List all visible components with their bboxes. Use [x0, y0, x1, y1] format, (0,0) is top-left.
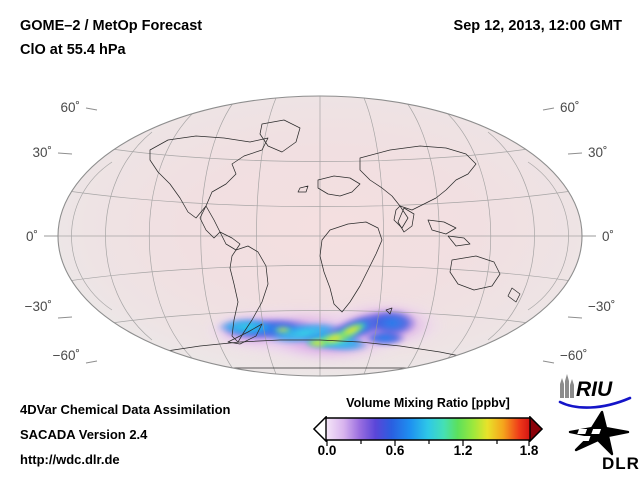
lat-label-m30-right: −30˚ [588, 299, 615, 314]
footer-line-url[interactable]: http://wdc.dlr.de [20, 452, 120, 467]
dlr-logo-text: DLR [602, 454, 640, 472]
riu-logo-text: RIU [576, 378, 613, 401]
lat-label-60-right: 60˚ [560, 100, 580, 115]
mollweide-map: 60˚ 60˚ 30˚ 30˚ 0˚ 0˚ −30˚ −30˚ −60˚ −60… [25, 95, 616, 377]
map-panel: 60˚ 60˚ 30˚ 30˚ 0˚ 0˚ −30˚ −30˚ −60˚ −60… [0, 80, 640, 392]
riu-logo: RIU [558, 374, 632, 409]
lat-label-0-right: 0˚ [602, 229, 614, 244]
colorbar-cap-min [313, 416, 327, 442]
colorbar-cap-max [529, 416, 543, 442]
colorbar-title: Volume Mixing Ratio [ppbv] [346, 396, 510, 410]
colorbar-tick-2: 1.2 [453, 443, 473, 458]
lat-label-30-right: 30˚ [588, 145, 608, 160]
lat-label-m60-left: −60˚ [53, 348, 80, 363]
clo-data-layer [203, 299, 447, 364]
footer-line-version: SACADA Version 2.4 [20, 427, 148, 442]
colorbar-bar [313, 416, 543, 442]
lat-label-m30-left: −30˚ [25, 299, 52, 314]
dlr-logo: DLR [568, 410, 640, 472]
riu-wave-icon [558, 396, 632, 409]
lat-label-0-left: 0˚ [26, 229, 38, 244]
footer-line-assimilation: 4DVar Chemical Data Assimilation [20, 402, 231, 417]
colorbar-ticks [326, 440, 530, 446]
colorbar-tick-3: 1.8 [519, 443, 539, 458]
forecast-timestamp: Sep 12, 2013, 12:00 GMT [453, 18, 622, 34]
riu-spikes-icon [560, 374, 574, 398]
graticule [58, 96, 582, 376]
colorbar-tick-labels: 0.0 0.6 1.2 1.8 [312, 443, 544, 463]
dlr-mark-icon [568, 410, 630, 456]
colorbar: Volume Mixing Ratio [ppbv] [312, 396, 544, 472]
colorbar-gradient [313, 416, 543, 442]
colorbar-tick-1: 0.6 [385, 443, 405, 458]
latitude-labels: 60˚ 60˚ 30˚ 30˚ 0˚ 0˚ −30˚ −30˚ −60˚ −60… [25, 100, 616, 363]
latitude-tick-marks [44, 107, 596, 364]
page-subtitle: ClO at 55.4 hPa [20, 42, 126, 58]
colorbar-tick-0: 0.0 [317, 443, 337, 458]
lat-label-60-left: 60˚ [60, 100, 80, 115]
lat-label-30-left: 30˚ [32, 145, 52, 160]
page-title: GOME–2 / MetOp Forecast [20, 18, 203, 34]
lat-label-m60-right: −60˚ [560, 348, 587, 363]
